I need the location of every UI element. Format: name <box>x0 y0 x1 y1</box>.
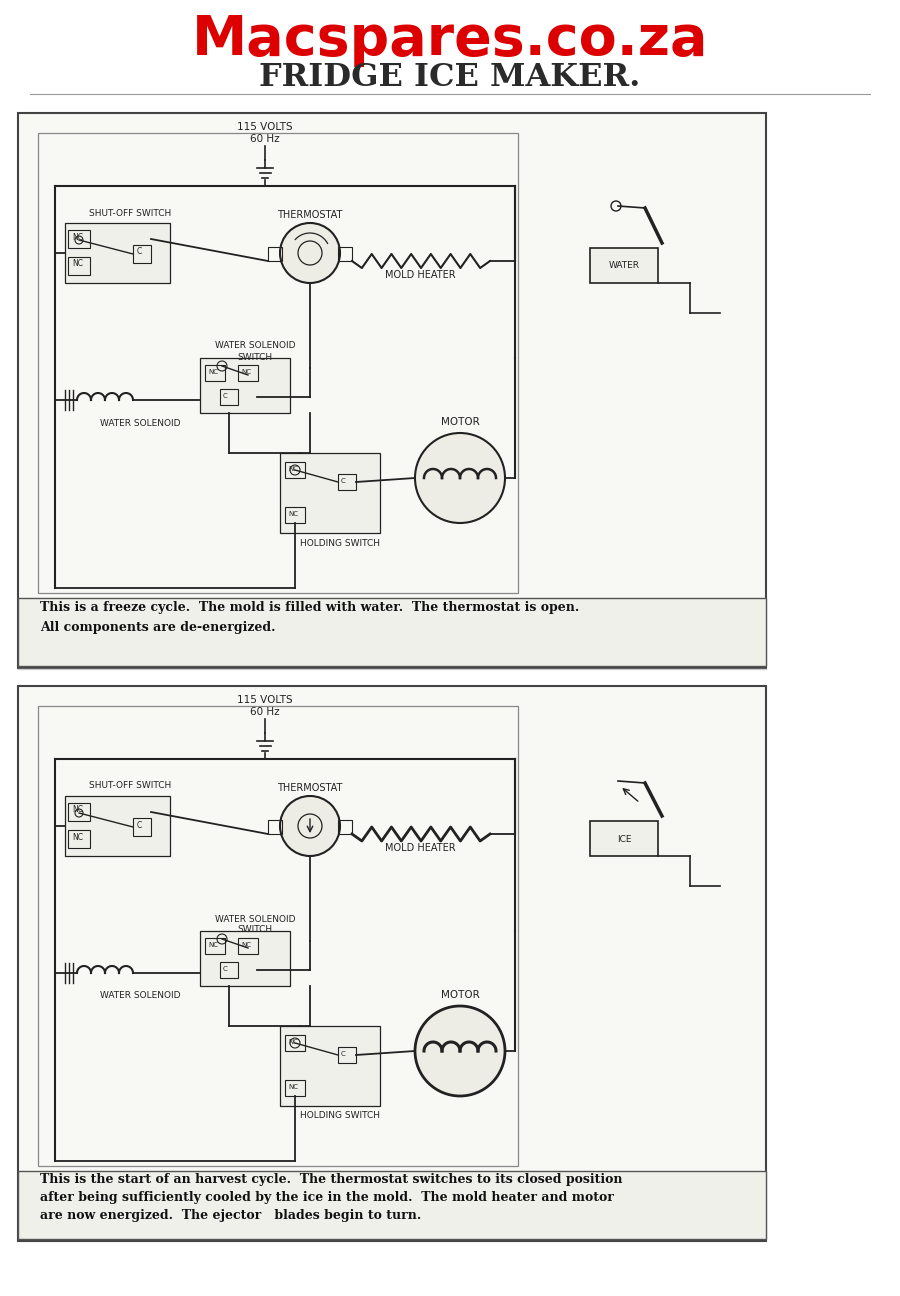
Text: MOLD HEATER: MOLD HEATER <box>384 842 455 853</box>
Bar <box>238 365 258 381</box>
Text: MOLD HEATER: MOLD HEATER <box>384 270 455 280</box>
Bar <box>205 938 225 954</box>
Bar <box>338 1047 356 1063</box>
Bar <box>133 818 151 836</box>
Bar <box>68 829 90 848</box>
Text: NC: NC <box>208 369 218 375</box>
Circle shape <box>415 1006 505 1096</box>
Text: 60 Hz: 60 Hz <box>250 708 280 717</box>
Bar <box>268 820 282 835</box>
Text: NC: NC <box>288 467 298 472</box>
Bar <box>220 962 238 978</box>
Text: SHUT-OFF SWITCH: SHUT-OFF SWITCH <box>89 209 171 218</box>
Text: 60 Hz: 60 Hz <box>250 133 280 144</box>
Text: This is the start of an harvest cycle.  The thermostat switches to its closed po: This is the start of an harvest cycle. T… <box>40 1173 623 1186</box>
Text: SWITCH: SWITCH <box>238 925 273 934</box>
Text: MOTOR: MOTOR <box>441 990 480 1001</box>
Bar <box>68 257 90 275</box>
Text: HOLDING SWITCH: HOLDING SWITCH <box>300 539 380 547</box>
Text: after being sufficiently cooled by the ice in the mold.  The mold heater and mot: after being sufficiently cooled by the i… <box>40 1191 614 1204</box>
Text: All components are de-energized.: All components are de-energized. <box>40 622 275 635</box>
Bar <box>338 474 356 490</box>
Bar <box>68 229 90 248</box>
Bar <box>280 1026 380 1105</box>
Text: WATER SOLENOID: WATER SOLENOID <box>215 342 295 350</box>
Text: THERMOSTAT: THERMOSTAT <box>277 783 343 793</box>
Text: SWITCH: SWITCH <box>238 353 273 362</box>
Circle shape <box>415 433 505 524</box>
Text: NC: NC <box>288 511 298 517</box>
Bar <box>590 820 658 855</box>
Text: SHUT-OFF SWITCH: SHUT-OFF SWITCH <box>89 781 171 791</box>
Text: C: C <box>137 248 142 257</box>
Bar <box>338 248 352 260</box>
Text: C: C <box>137 820 142 829</box>
Text: Macspares.co.za: Macspares.co.za <box>192 13 708 67</box>
Bar <box>18 1172 766 1239</box>
Text: C: C <box>223 393 228 399</box>
Bar <box>38 706 518 1166</box>
Text: This is a freeze cycle.  The mold is filled with water.  The thermostat is open.: This is a freeze cycle. The mold is fill… <box>40 601 580 614</box>
Text: WATER SOLENOID: WATER SOLENOID <box>100 991 180 1001</box>
Bar <box>238 938 258 954</box>
Text: FRIDGE ICE MAKER.: FRIDGE ICE MAKER. <box>259 62 641 93</box>
Text: HOLDING SWITCH: HOLDING SWITCH <box>300 1112 380 1121</box>
Text: NC: NC <box>72 259 83 268</box>
Text: WATER SOLENOID: WATER SOLENOID <box>100 419 180 428</box>
Text: MOTOR: MOTOR <box>441 417 480 426</box>
Bar <box>280 454 380 533</box>
Bar <box>18 113 766 667</box>
Text: NC: NC <box>208 942 218 947</box>
Text: NC: NC <box>72 806 83 814</box>
Text: NC: NC <box>241 369 251 375</box>
Bar <box>285 507 305 524</box>
Bar <box>200 931 290 986</box>
Circle shape <box>280 796 340 855</box>
Text: THERMOSTAT: THERMOSTAT <box>277 210 343 220</box>
Text: WATER SOLENOID: WATER SOLENOID <box>215 915 295 924</box>
Bar <box>133 245 151 263</box>
Bar <box>18 686 766 1242</box>
Bar <box>285 1036 305 1051</box>
Text: 115 VOLTS: 115 VOLTS <box>238 695 292 705</box>
Text: NC: NC <box>288 1083 298 1090</box>
Bar <box>65 223 170 283</box>
Circle shape <box>280 223 340 283</box>
Text: NC: NC <box>72 832 83 841</box>
Bar <box>38 133 518 594</box>
Bar <box>205 365 225 381</box>
Bar <box>65 796 170 855</box>
Text: WATER: WATER <box>608 262 640 271</box>
Text: ICE: ICE <box>616 835 631 844</box>
Bar <box>285 461 305 478</box>
Text: NC: NC <box>72 232 83 241</box>
Bar <box>220 389 238 404</box>
Text: C: C <box>341 478 346 483</box>
Bar <box>338 820 352 835</box>
Text: C: C <box>223 966 228 972</box>
Text: C: C <box>341 1051 346 1058</box>
Text: are now energized.  The ejector   blades begin to turn.: are now energized. The ejector blades be… <box>40 1208 421 1222</box>
Bar <box>268 248 282 260</box>
Bar <box>68 804 90 820</box>
Bar <box>285 1080 305 1096</box>
Text: 115 VOLTS: 115 VOLTS <box>238 122 292 132</box>
Text: NC: NC <box>288 1039 298 1045</box>
Bar <box>18 597 766 666</box>
Bar <box>590 248 658 283</box>
Text: NC: NC <box>241 942 251 947</box>
Bar <box>200 358 290 413</box>
